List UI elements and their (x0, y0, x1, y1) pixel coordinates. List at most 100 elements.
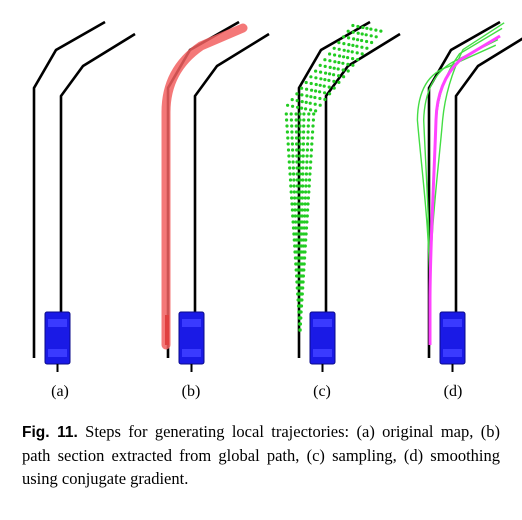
sample-point (289, 112, 293, 116)
sample-point (303, 208, 307, 212)
sample-point (284, 112, 288, 116)
sample-point (332, 73, 336, 77)
sample-point (337, 74, 341, 78)
sample-point (300, 232, 304, 236)
sample-point (285, 130, 289, 134)
sample-point (300, 202, 304, 206)
candidate-trajectory (429, 22, 505, 301)
sample-point (300, 292, 304, 296)
sample-point (295, 190, 300, 194)
sample-point (300, 106, 304, 110)
panel-label-a: (a) (51, 383, 69, 400)
sample-point (365, 46, 369, 50)
sample-point (294, 220, 298, 224)
sampled-points (284, 23, 383, 332)
figure-caption: Fig. 11. Steps for generating local traj… (22, 420, 500, 490)
sample-point (292, 178, 296, 182)
sample-point (302, 220, 306, 224)
sample-point (364, 33, 368, 37)
sample-point (290, 98, 294, 102)
sample-point (306, 196, 310, 200)
sample-point (352, 37, 356, 41)
sample-point (324, 71, 328, 75)
sample-point (294, 232, 298, 236)
sample-point (298, 112, 302, 116)
sample-point (300, 100, 304, 104)
sample-point (318, 90, 322, 94)
panel-c (284, 20, 402, 373)
sample-point (291, 220, 295, 224)
sample-point (310, 88, 314, 92)
sample-point (318, 103, 322, 107)
sample-point (332, 66, 336, 70)
sample-point (294, 118, 298, 122)
sample-point (311, 124, 315, 128)
sample-point (318, 96, 322, 101)
sample-point (291, 104, 295, 108)
sample-point (295, 99, 299, 103)
sample-point (305, 154, 309, 158)
sample-point (294, 130, 298, 134)
sample-point (301, 148, 305, 152)
sample-point (295, 160, 299, 164)
sample-point (374, 28, 378, 32)
sample-point (314, 89, 318, 93)
sample-point (303, 256, 307, 260)
sample-point (328, 59, 332, 63)
sample-point (302, 112, 306, 116)
sample-point (302, 124, 306, 128)
sample-point (288, 172, 292, 176)
sample-point (302, 268, 306, 272)
sample-point (295, 172, 299, 176)
sample-point (299, 316, 303, 320)
sample-point (296, 105, 300, 109)
sample-point (300, 208, 304, 212)
sample-point (300, 93, 304, 97)
sample-point (287, 160, 291, 164)
sample-point (290, 130, 294, 134)
sample-point (300, 298, 304, 302)
sample-point (291, 160, 295, 164)
sample-point (303, 244, 307, 248)
caption-text: Steps for generating local trajectories:… (22, 422, 500, 488)
sample-point (293, 214, 297, 218)
sample-point (305, 148, 309, 152)
sample-point (300, 214, 304, 218)
sample-point (302, 118, 306, 122)
sample-point (351, 57, 355, 61)
sample-point (304, 107, 308, 111)
sample-point (298, 328, 302, 332)
sample-point (312, 112, 316, 116)
sample-point (295, 166, 299, 170)
sample-point (286, 136, 290, 140)
sample-point (295, 154, 299, 158)
sample-point (337, 80, 341, 84)
sample-point (308, 101, 312, 105)
sample-point (304, 190, 308, 194)
sample-point (360, 45, 364, 49)
vehicle (44, 311, 71, 373)
sample-point (301, 280, 305, 284)
sample-point (301, 160, 305, 164)
sample-point (323, 58, 327, 62)
panel-label-b: (b) (181, 383, 201, 400)
sample-point (292, 232, 296, 236)
sample-point (327, 78, 331, 82)
sample-point (293, 208, 297, 212)
sample-point (342, 42, 346, 46)
sample-point (333, 60, 337, 64)
sample-point (298, 118, 302, 122)
sample-point (304, 178, 308, 182)
sample-point (298, 148, 302, 152)
sample-point (286, 148, 291, 152)
sample-point (350, 50, 354, 54)
sample-point (306, 136, 310, 140)
sample-point (301, 154, 305, 158)
sample-point (308, 166, 312, 170)
sample-point (298, 322, 302, 326)
sample-point (287, 154, 291, 158)
vehicle (309, 311, 336, 373)
sample-point (300, 196, 304, 200)
sample-point (295, 178, 299, 182)
sample-point (346, 62, 350, 66)
